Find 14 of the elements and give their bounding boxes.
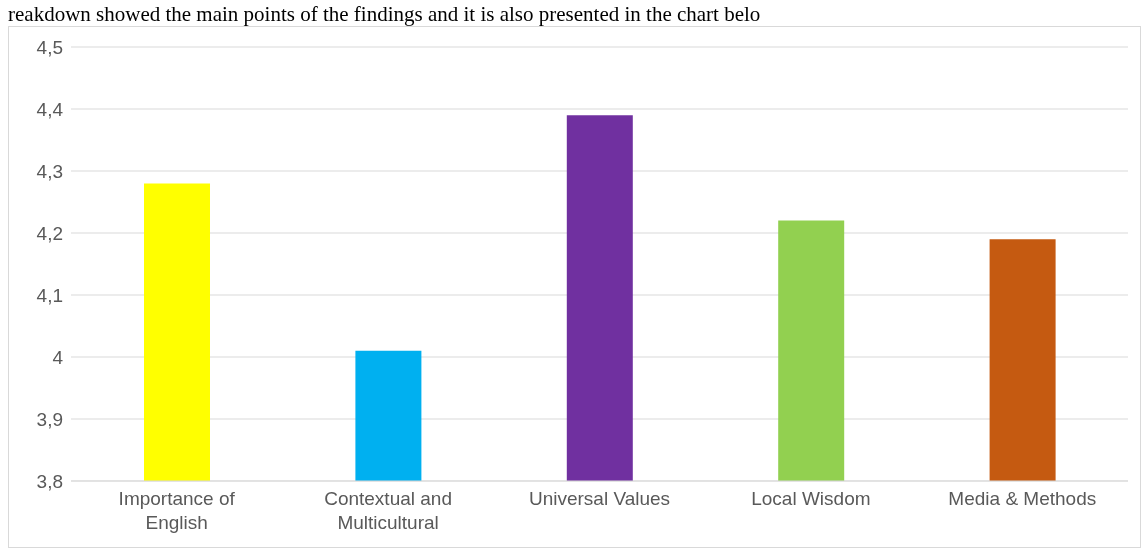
y-tick-label: 4,5 [36, 36, 63, 58]
y-tick-label: 4 [52, 346, 64, 368]
x-tick-label: Universal Values [528, 488, 671, 509]
y-tick-label: 3,9 [36, 408, 63, 430]
x-tick-label: Media & Methods [948, 488, 1097, 509]
y-tick-label: 4,4 [36, 98, 64, 120]
x-tick-label: Contextual and Multicultural [324, 488, 453, 533]
y-tick-label: 4,3 [36, 160, 63, 182]
text: reakdown showed the main points of the findings and it is also presented in the chart belo [8, 2, 762, 26]
y-tick-label: 3,8 [36, 470, 63, 492]
y-tick-label: 4,2 [36, 222, 63, 244]
x-tick-label: Local Wisdom [751, 488, 871, 509]
x-tick-label: Importance of English [118, 488, 236, 533]
y-tick-label: 4,1 [36, 284, 63, 306]
